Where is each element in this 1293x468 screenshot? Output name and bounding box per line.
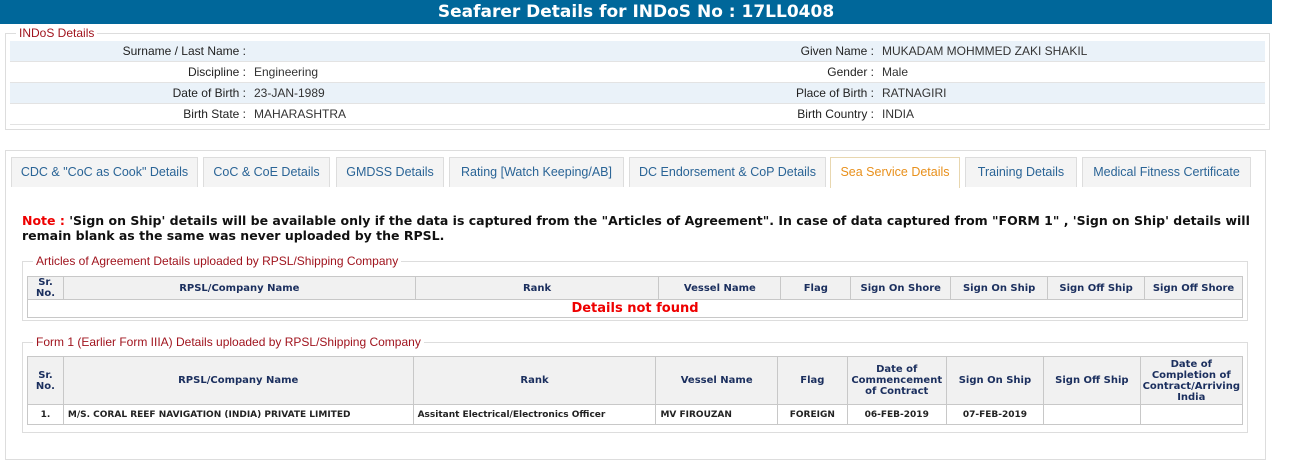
indos-row: Discipline : Engineering Gender : Male — [10, 62, 1265, 83]
table-cell: 1. — [27, 404, 64, 425]
aoa-legend: Articles of Agreement Details uploaded b… — [33, 254, 402, 268]
tab-gmdss-details[interactable]: GMDSS Details — [336, 157, 444, 187]
column-header: Flag — [776, 356, 848, 405]
column-header: Flag — [780, 276, 852, 300]
column-header: Rank — [412, 356, 657, 405]
tab-sea-service-details[interactable]: Sea Service Details — [830, 157, 960, 188]
header-row: Sr. No. RPSL/Company Name Rank Vessel Name F… — [27, 356, 1244, 405]
field-label: Gender : — [827, 65, 874, 79]
details-not-found: Details not found — [27, 299, 1243, 318]
empty-row: Details not found — [27, 299, 1243, 318]
details-tabs: CDC & "CoC as Cook" Details CoC & CoE Det… — [5, 150, 1266, 460]
note-text: 'Sign on Ship' details will be available… — [22, 213, 1250, 243]
field-value: MUKADAM MOHMMED ZAKI SHAKIL — [882, 44, 1088, 58]
field-label: Given Name : — [800, 44, 874, 58]
column-header: Sign On Ship — [945, 356, 1045, 405]
table-cell — [1139, 404, 1244, 425]
field-value: 23-JAN-1989 — [254, 86, 325, 100]
field-label: Birth State : — [183, 107, 246, 121]
table-cell: M/S. CORAL REEF NAVIGATION (INDIA) PRIVA… — [62, 404, 414, 425]
form1-table: Sr. No. RPSL/Company Name Rank Vessel Name F… — [27, 356, 1244, 425]
indos-details-panel: INDoS Details Surname / Last Name : Give… — [5, 26, 1270, 130]
table-cell: FOREIGN — [776, 404, 848, 425]
tab-coc-coe-details[interactable]: CoC & CoE Details — [203, 157, 330, 187]
field-value: MAHARASHTRA — [254, 107, 347, 121]
note-prefix: Note : — [22, 213, 65, 228]
table-row: 1. M/S. CORAL REEF NAVIGATION (INDIA) PRI… — [27, 404, 1244, 425]
aoa-table: Sr. No. RPSL/Company Name Rank Vessel Name F… — [27, 276, 1243, 318]
header-row: Sr. No. RPSL/Company Name Rank Vessel Name F… — [27, 276, 1243, 300]
column-header: Date of Completion of Contract/Arriving … — [1139, 356, 1244, 405]
column-header: Date of Commencement of Contract — [846, 356, 947, 405]
field-label: Discipline : — [187, 65, 246, 79]
tab-medical-fitness-certificate[interactable]: Medical Fitness Certificate — [1082, 157, 1251, 187]
table-cell — [1043, 404, 1141, 425]
field-label: Surname / Last Name : — [122, 44, 246, 58]
page-title: Seafarer Details for INDoS No : 17LL0408 — [0, 0, 1272, 24]
column-header: Rank — [414, 276, 660, 300]
field-value: Engineering — [254, 65, 319, 79]
indos-row: Date of Birth : 23-JAN-1989 Place of Bir… — [10, 83, 1265, 104]
tab-cdc-coc-as-cook-details[interactable]: CDC & "CoC as Cook" Details — [11, 157, 198, 187]
note: Note : 'Sign on Ship' details will be av… — [22, 213, 1257, 243]
table-cell: MV FIROUZAN — [655, 404, 778, 425]
column-header: Sign On Shore — [850, 276, 952, 300]
column-header: Sign Off Ship — [1047, 276, 1146, 300]
indos-row: Birth State : MAHARASHTRA Birth Country … — [10, 104, 1265, 125]
indos-row: Surname / Last Name : Given Name : MUKAD… — [10, 41, 1265, 62]
field-value: Male — [882, 65, 909, 79]
field-label: Date of Birth : — [172, 86, 246, 100]
column-header: Sign Off Shore — [1144, 276, 1243, 300]
tab-rating-watch-keeping-ab[interactable]: Rating [Watch Keeping/AB] — [449, 157, 624, 187]
table-cell: 06-FEB-2019 — [846, 404, 947, 425]
column-header: RPSL/Company Name — [62, 276, 416, 300]
column-header: Sr. No. — [27, 276, 64, 300]
form1-legend: Form 1 (Earlier Form IIIA) Details uploa… — [33, 335, 424, 349]
field-label: Birth Country : — [797, 107, 874, 121]
field-value: RATNAGIRI — [882, 86, 947, 100]
column-header: Vessel Name — [655, 356, 778, 405]
tab-training-details[interactable]: Training Details — [965, 157, 1077, 187]
column-header: Sign Off Ship — [1043, 356, 1141, 405]
column-header: Sr. No. — [27, 356, 64, 405]
indos-legend: INDoS Details — [16, 26, 98, 40]
tab-dc-endorsement-cop-details[interactable]: DC Endorsement & CoP Details — [629, 157, 826, 187]
field-label: Place of Birth : — [795, 86, 874, 100]
field-value: INDIA — [882, 107, 915, 121]
column-header: RPSL/Company Name — [62, 356, 414, 405]
column-header: Vessel Name — [658, 276, 782, 300]
aoa-panel: Articles of Agreement Details uploaded b… — [22, 254, 1248, 321]
form1-panel: Form 1 (Earlier Form IIIA) Details uploa… — [22, 335, 1248, 433]
table-cell: Assitant Electrical/Electronics Officer — [412, 404, 657, 425]
table-cell: 07-FEB-2019 — [945, 404, 1045, 425]
column-header: Sign On Ship — [950, 276, 1049, 300]
